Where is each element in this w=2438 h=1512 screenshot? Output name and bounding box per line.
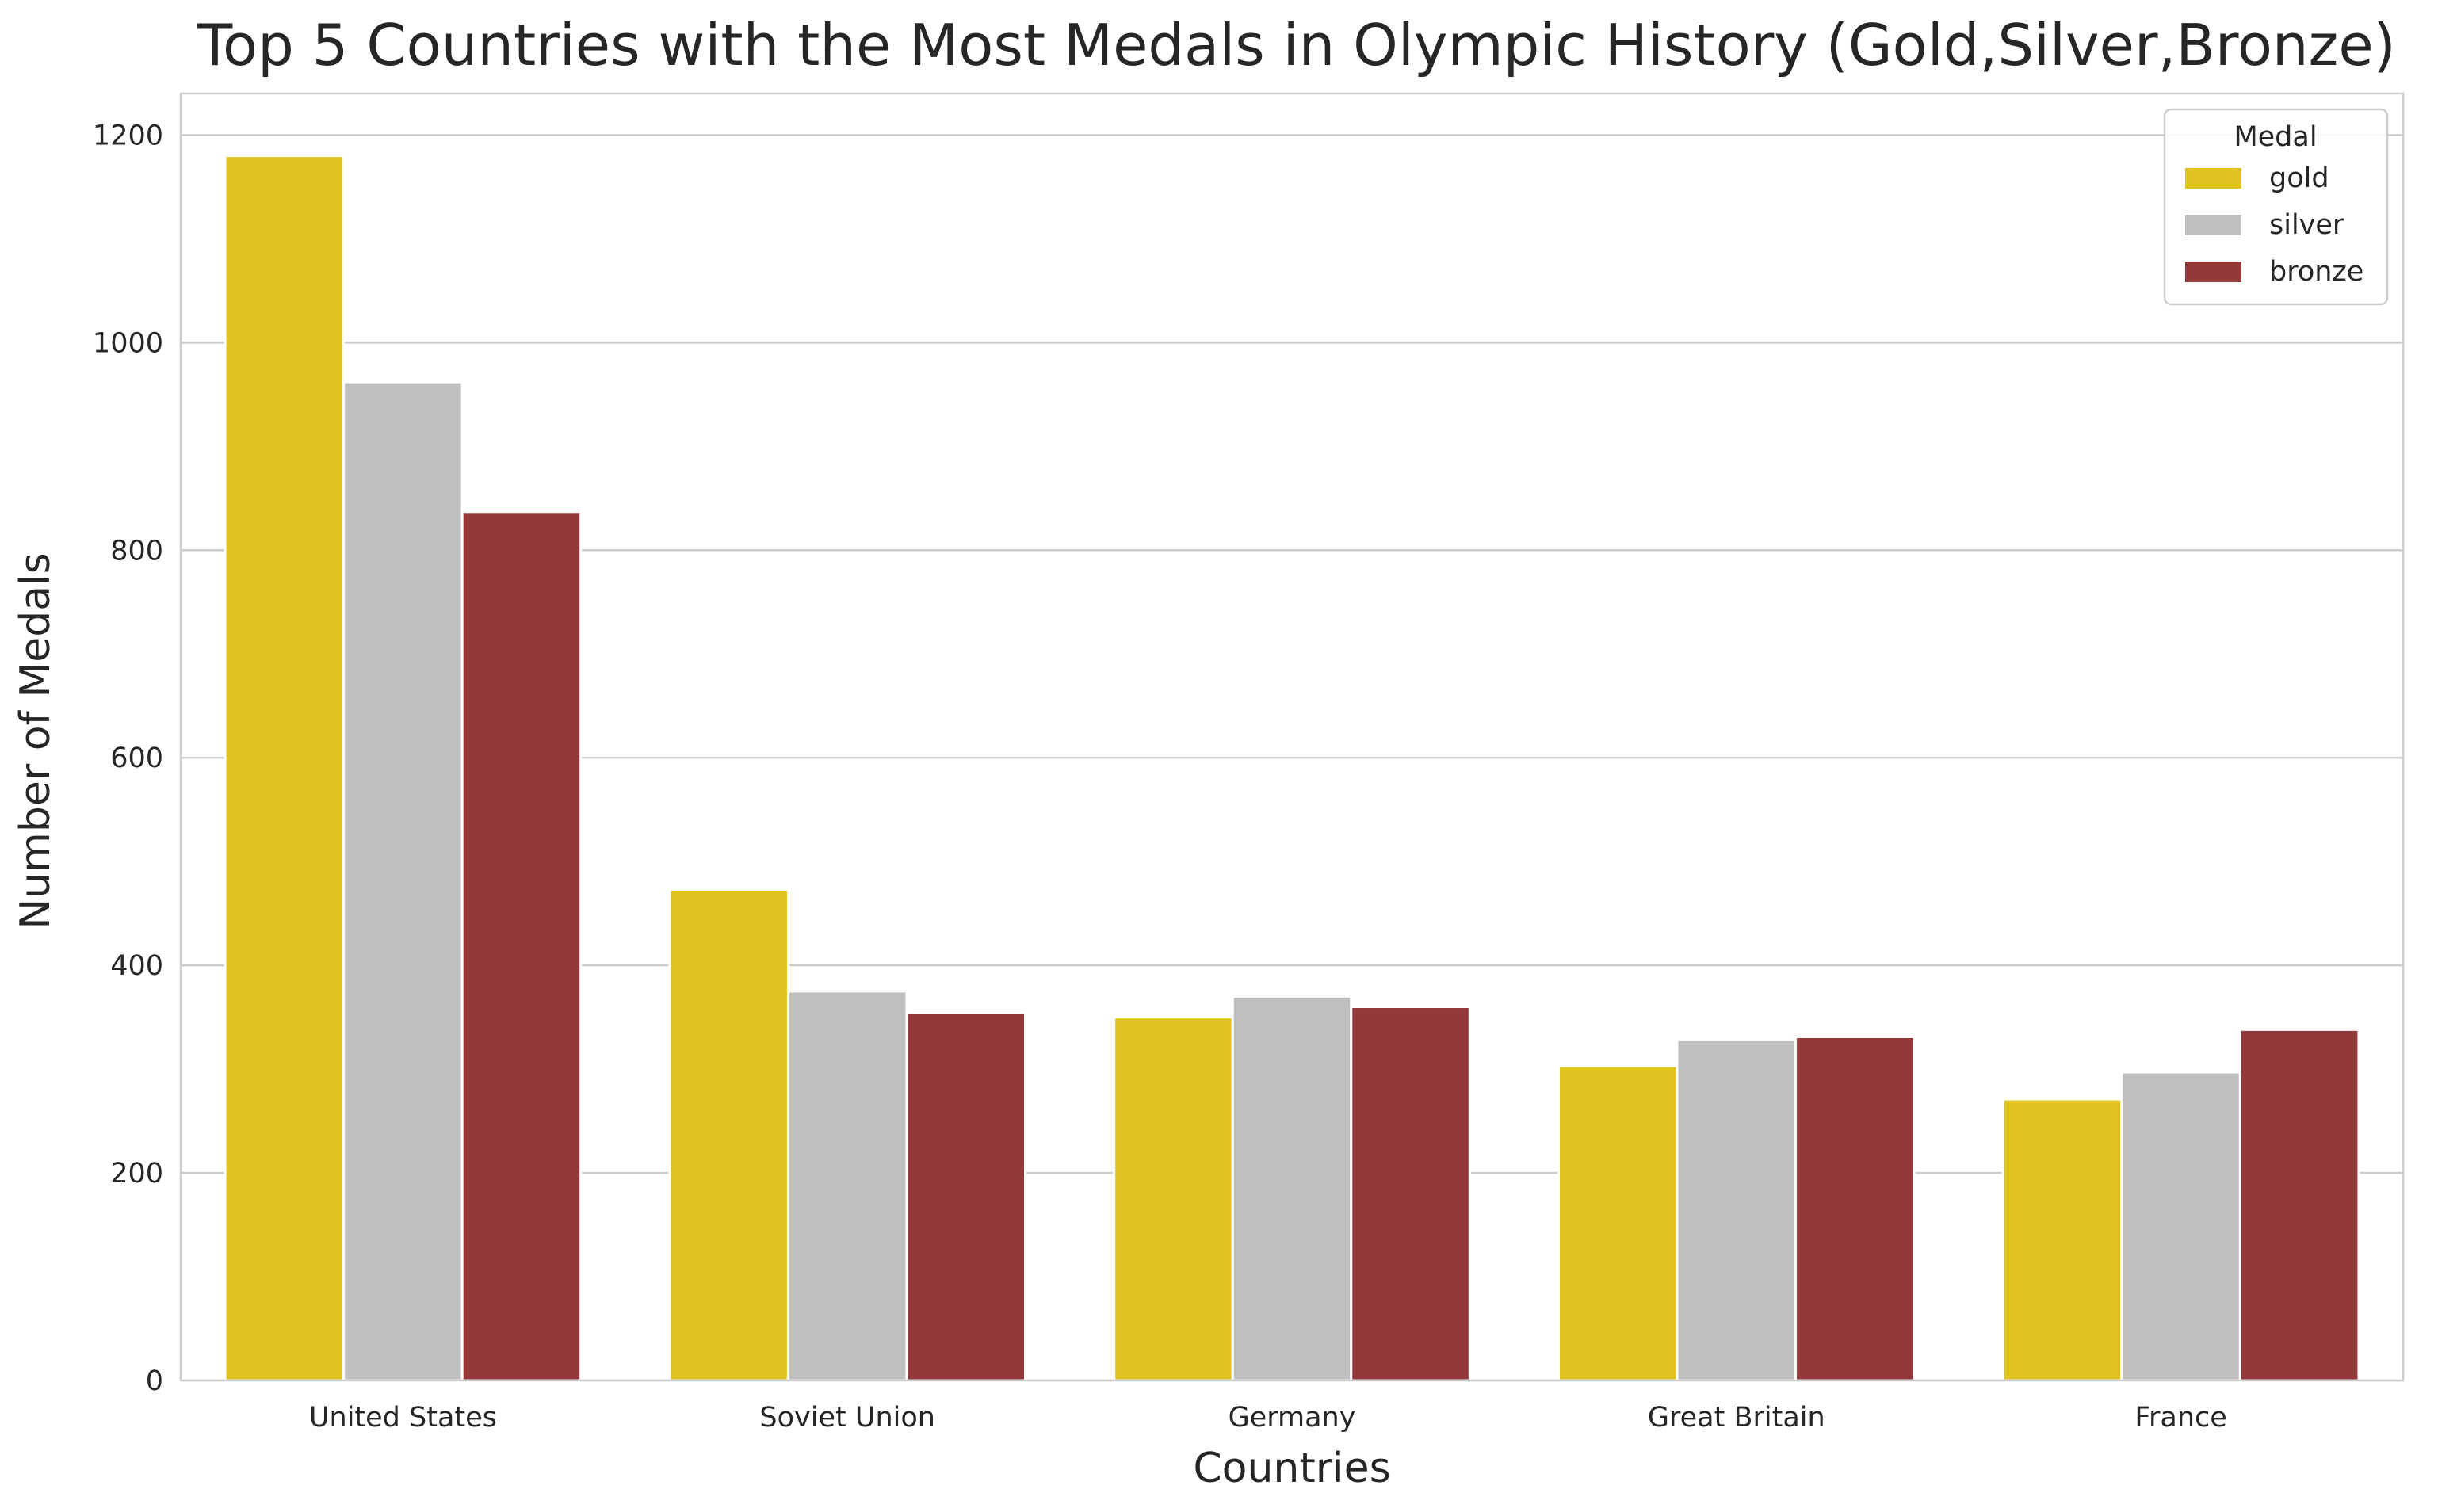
- bar-bronze: [460, 510, 583, 1382]
- chart-title: Top 5 Countries with the Most Medals in …: [197, 12, 2395, 78]
- x-tick-labels: United States Soviet Union Germany Great Br…: [309, 1402, 2227, 1434]
- legend-swatch-silver: [2185, 215, 2241, 235]
- legend-label-silver: silver: [2269, 209, 2344, 241]
- y-tick-label: 200: [110, 1158, 163, 1189]
- bar-bronze: [1350, 1006, 1471, 1382]
- x-tick-label: Soviet Union: [759, 1402, 935, 1434]
- legend-label-gold: gold: [2269, 162, 2329, 194]
- bar-gold: [668, 888, 789, 1382]
- bar-silver: [1676, 1038, 1798, 1382]
- y-tick-label: 1200: [93, 120, 163, 151]
- y-axis-label: Number of Medals: [12, 552, 59, 929]
- bar-silver: [342, 380, 464, 1382]
- legend-swatch-bronze: [2185, 262, 2241, 282]
- bar-silver: [1231, 995, 1353, 1382]
- bar-gold: [224, 155, 346, 1382]
- x-tick-label: United States: [309, 1402, 497, 1434]
- bar-silver: [786, 990, 908, 1382]
- bar-silver: [2120, 1071, 2241, 1382]
- x-axis-label: Countries: [1193, 1445, 1390, 1492]
- bar-gold: [1557, 1064, 1679, 1382]
- plot-frame: [179, 92, 2405, 1382]
- bar-bronze: [2238, 1028, 2360, 1382]
- x-tick-label: Germany: [1229, 1402, 1356, 1434]
- bar-bronze: [905, 1011, 1027, 1382]
- y-tick-label: 600: [110, 743, 163, 774]
- y-tick-label: 800: [110, 535, 163, 567]
- bar-gold: [2001, 1098, 2123, 1382]
- x-tick-label: France: [2134, 1402, 2226, 1434]
- bar-bronze: [1794, 1035, 1916, 1382]
- y-tick-labels: 0 200 400 600 800 1000 1200: [93, 120, 163, 1397]
- y-tick-label: 1000: [93, 327, 163, 359]
- legend-label-bronze: bronze: [2269, 256, 2363, 288]
- y-tick-label: 400: [110, 950, 163, 982]
- legend-title: Medal: [2234, 121, 2317, 153]
- legend: Medal gold silver bronze: [2163, 108, 2389, 306]
- legend-swatch-gold: [2185, 168, 2241, 189]
- legend-box: [2163, 108, 2389, 306]
- x-tick-label: Great Britain: [1648, 1402, 1825, 1434]
- bar-gold: [1113, 1016, 1234, 1382]
- legend-items: gold silver bronze: [2185, 162, 2363, 288]
- y-tick-label: 0: [146, 1365, 163, 1397]
